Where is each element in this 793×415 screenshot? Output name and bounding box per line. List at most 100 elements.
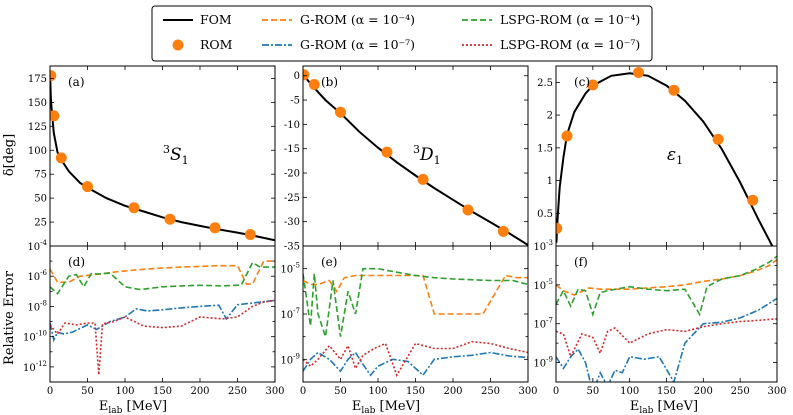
panel-b-rom-point bbox=[335, 106, 346, 118]
panel-b-y-tick-label: 0 bbox=[294, 71, 300, 82]
panel-e-x-tick-label: 150 bbox=[406, 386, 425, 397]
panel-a-rom-point bbox=[209, 222, 221, 234]
panel-b-rom-point bbox=[462, 204, 474, 216]
panel-c-y-tick-label: 1.5 bbox=[537, 143, 553, 154]
panel-e-y-tick-label: 10-5 bbox=[280, 262, 300, 276]
panel-b-fom-line bbox=[303, 74, 528, 246]
panel-f-y-tick-label: 10-3 bbox=[533, 239, 553, 253]
panel-c-title: ε1 bbox=[667, 145, 683, 167]
panel-d-x-tick-label: 150 bbox=[153, 386, 172, 397]
legend-label-lspg-1e4: LSPG-ROM (α = 10⁻⁴) bbox=[500, 12, 640, 27]
panel-b: 0 -5 -10 -15 -20 -25 -30 -35 (b) bbox=[284, 65, 529, 253]
panel-a-y-tick-label: 150 bbox=[28, 98, 47, 109]
legend-label-grom-1e7: G-ROM (α = 10⁻⁷) bbox=[300, 37, 415, 52]
panel-a-rom-point bbox=[55, 152, 67, 164]
panel-e: 0 50 100 150 200 250 300 10-9 10-7 10-5 (e) bbox=[280, 245, 538, 397]
panel-f-frame bbox=[555, 245, 778, 383]
panel-c-rom-point bbox=[556, 222, 563, 234]
legend-label-lspg-1e7: LSPG-ROM (α = 10⁻⁷) bbox=[500, 37, 640, 52]
panel-b-y-tick-label: -10 bbox=[284, 120, 300, 131]
panel-b-y-tick-label: -25 bbox=[284, 193, 300, 204]
panel-e-plot-area bbox=[303, 267, 528, 378]
panel-b-rom-point bbox=[497, 225, 509, 237]
panel-d-series-1 bbox=[50, 261, 275, 295]
panel-a-plot-area bbox=[50, 70, 275, 242]
panel-c-rom-point bbox=[587, 79, 599, 91]
panel-d-y-tick-label: 10-4 bbox=[27, 239, 47, 253]
panel-f-y-tick-label: 10-5 bbox=[533, 278, 553, 292]
panel-f-y-tick-label: 10-7 bbox=[533, 317, 553, 331]
panel-d-y-tick-label: 10-6 bbox=[27, 269, 47, 283]
panel-f-series-3 bbox=[556, 318, 777, 359]
panel-f-series-2 bbox=[556, 297, 777, 382]
panel-b-title: 3D1 bbox=[413, 143, 441, 167]
panel-e-x-tick-label: 200 bbox=[443, 386, 462, 397]
panel-a-fom-line bbox=[50, 73, 275, 242]
panel-d-x-tick-label: 0 bbox=[47, 386, 53, 397]
panel-e-y-tick-label: 10-7 bbox=[280, 307, 300, 321]
panel-d-x-tick-label: 250 bbox=[228, 386, 247, 397]
panel-e-x-tick-label: 0 bbox=[300, 386, 306, 397]
panel-a-y-tick-label: 50 bbox=[34, 194, 47, 205]
panel-b-rom-point bbox=[303, 69, 310, 81]
legend-label-grom-1e4: G-ROM (α = 10⁻⁴) bbox=[300, 12, 415, 27]
panel-e-x-tick-label: 50 bbox=[334, 386, 347, 397]
panel-b-y-tick-label: -20 bbox=[284, 169, 300, 180]
panel-e-x-tick-label: 250 bbox=[481, 386, 500, 397]
panel-c-y-tick-label: 2.5 bbox=[537, 78, 553, 89]
panel-b-y-tick-label: -30 bbox=[284, 217, 300, 228]
panel-f-x-tick-label: 250 bbox=[731, 386, 750, 397]
panel-c-rom-point bbox=[747, 194, 759, 206]
panel-a-title: 3S1 bbox=[163, 143, 189, 167]
panel-a-rom-point bbox=[128, 202, 140, 214]
panel-f-series-1 bbox=[556, 255, 777, 317]
panel-d-plot-area bbox=[50, 260, 275, 375]
panel-e-x-tick-label: 300 bbox=[518, 386, 537, 397]
panel-f-tag: (f) bbox=[574, 255, 588, 269]
legend-label-fom: FOM bbox=[200, 12, 232, 27]
panel-d-y-tick-label: 10-12 bbox=[23, 360, 47, 374]
panel-c-y-tick-label: 0.5 bbox=[537, 209, 553, 220]
panel-f-x-tick-label: 200 bbox=[694, 386, 713, 397]
panel-b-y-tick-label: -15 bbox=[284, 144, 300, 155]
panel-c-y-tick-label: 2 bbox=[547, 111, 553, 122]
panel-e-series-2 bbox=[303, 351, 528, 377]
panel-f-x-tick-label: 300 bbox=[767, 386, 786, 397]
panel-a-rom-point bbox=[82, 181, 93, 193]
panel-b-tag: (b) bbox=[321, 75, 338, 89]
legend: FOM ROM G-ROM (α = 10⁻⁴) G-ROM (α = 10⁻⁷… bbox=[151, 5, 653, 62]
panel-b-rom-point bbox=[308, 79, 320, 90]
panel-f-x-tick-label: 0 bbox=[553, 386, 559, 397]
panel-d-series-3 bbox=[50, 299, 275, 375]
panel-d-x-tick-label: 300 bbox=[265, 386, 284, 397]
panel-f-x-tick-label: 50 bbox=[586, 386, 599, 397]
panel-f-x-tick-label: 100 bbox=[620, 386, 639, 397]
panel-d-series-2 bbox=[50, 299, 275, 343]
panel-b-rom-point bbox=[417, 173, 429, 185]
panel-d-x-tick-label: 100 bbox=[115, 386, 134, 397]
panel-f-plot-area bbox=[556, 255, 777, 382]
panel-a-tag: (a) bbox=[68, 75, 85, 89]
panel-e-y-tick-label: 10-9 bbox=[280, 352, 300, 366]
x-axis-label-1: Elab [MeV] bbox=[99, 399, 167, 415]
panel-e-tag: (e) bbox=[321, 255, 337, 269]
panel-f: 0 50 100 150 200 250 300 10-9 10-7 10-5 10-3 (f) bbox=[533, 239, 786, 397]
panel-a-rom-point bbox=[244, 229, 256, 240]
panel-d-y-tick-label: 10-8 bbox=[27, 299, 47, 313]
panel-f-x-tick-label: 150 bbox=[657, 386, 676, 397]
y-axis-label-bottom: Relative Error bbox=[2, 270, 17, 365]
panel-b-rom-point bbox=[381, 146, 393, 158]
panel-c-tag: (c) bbox=[574, 75, 590, 89]
x-axis-label-3: Elab [MeV] bbox=[630, 399, 698, 415]
panel-c-rom-point bbox=[712, 133, 724, 145]
panel-c-y-tick-label: 1 bbox=[547, 176, 553, 187]
panel-f-y-tick-label: 10-9 bbox=[533, 356, 553, 370]
panel-d: 0 50 100 150 200 250 300 10-12 10-10 10-8 10-6 10-4… bbox=[23, 239, 285, 397]
panel-c: 0.5 1 1.5 2 2.5 (c) bbox=[537, 65, 778, 247]
panel-a-y-tick-label: 25 bbox=[34, 218, 47, 229]
panel-b-frame bbox=[302, 65, 529, 247]
panel-d-tag: (d) bbox=[68, 255, 85, 269]
panel-d-x-tick-label: 50 bbox=[81, 386, 94, 397]
panel-a-y-tick-label: 175 bbox=[28, 74, 47, 85]
panel-a-frame bbox=[49, 65, 276, 247]
